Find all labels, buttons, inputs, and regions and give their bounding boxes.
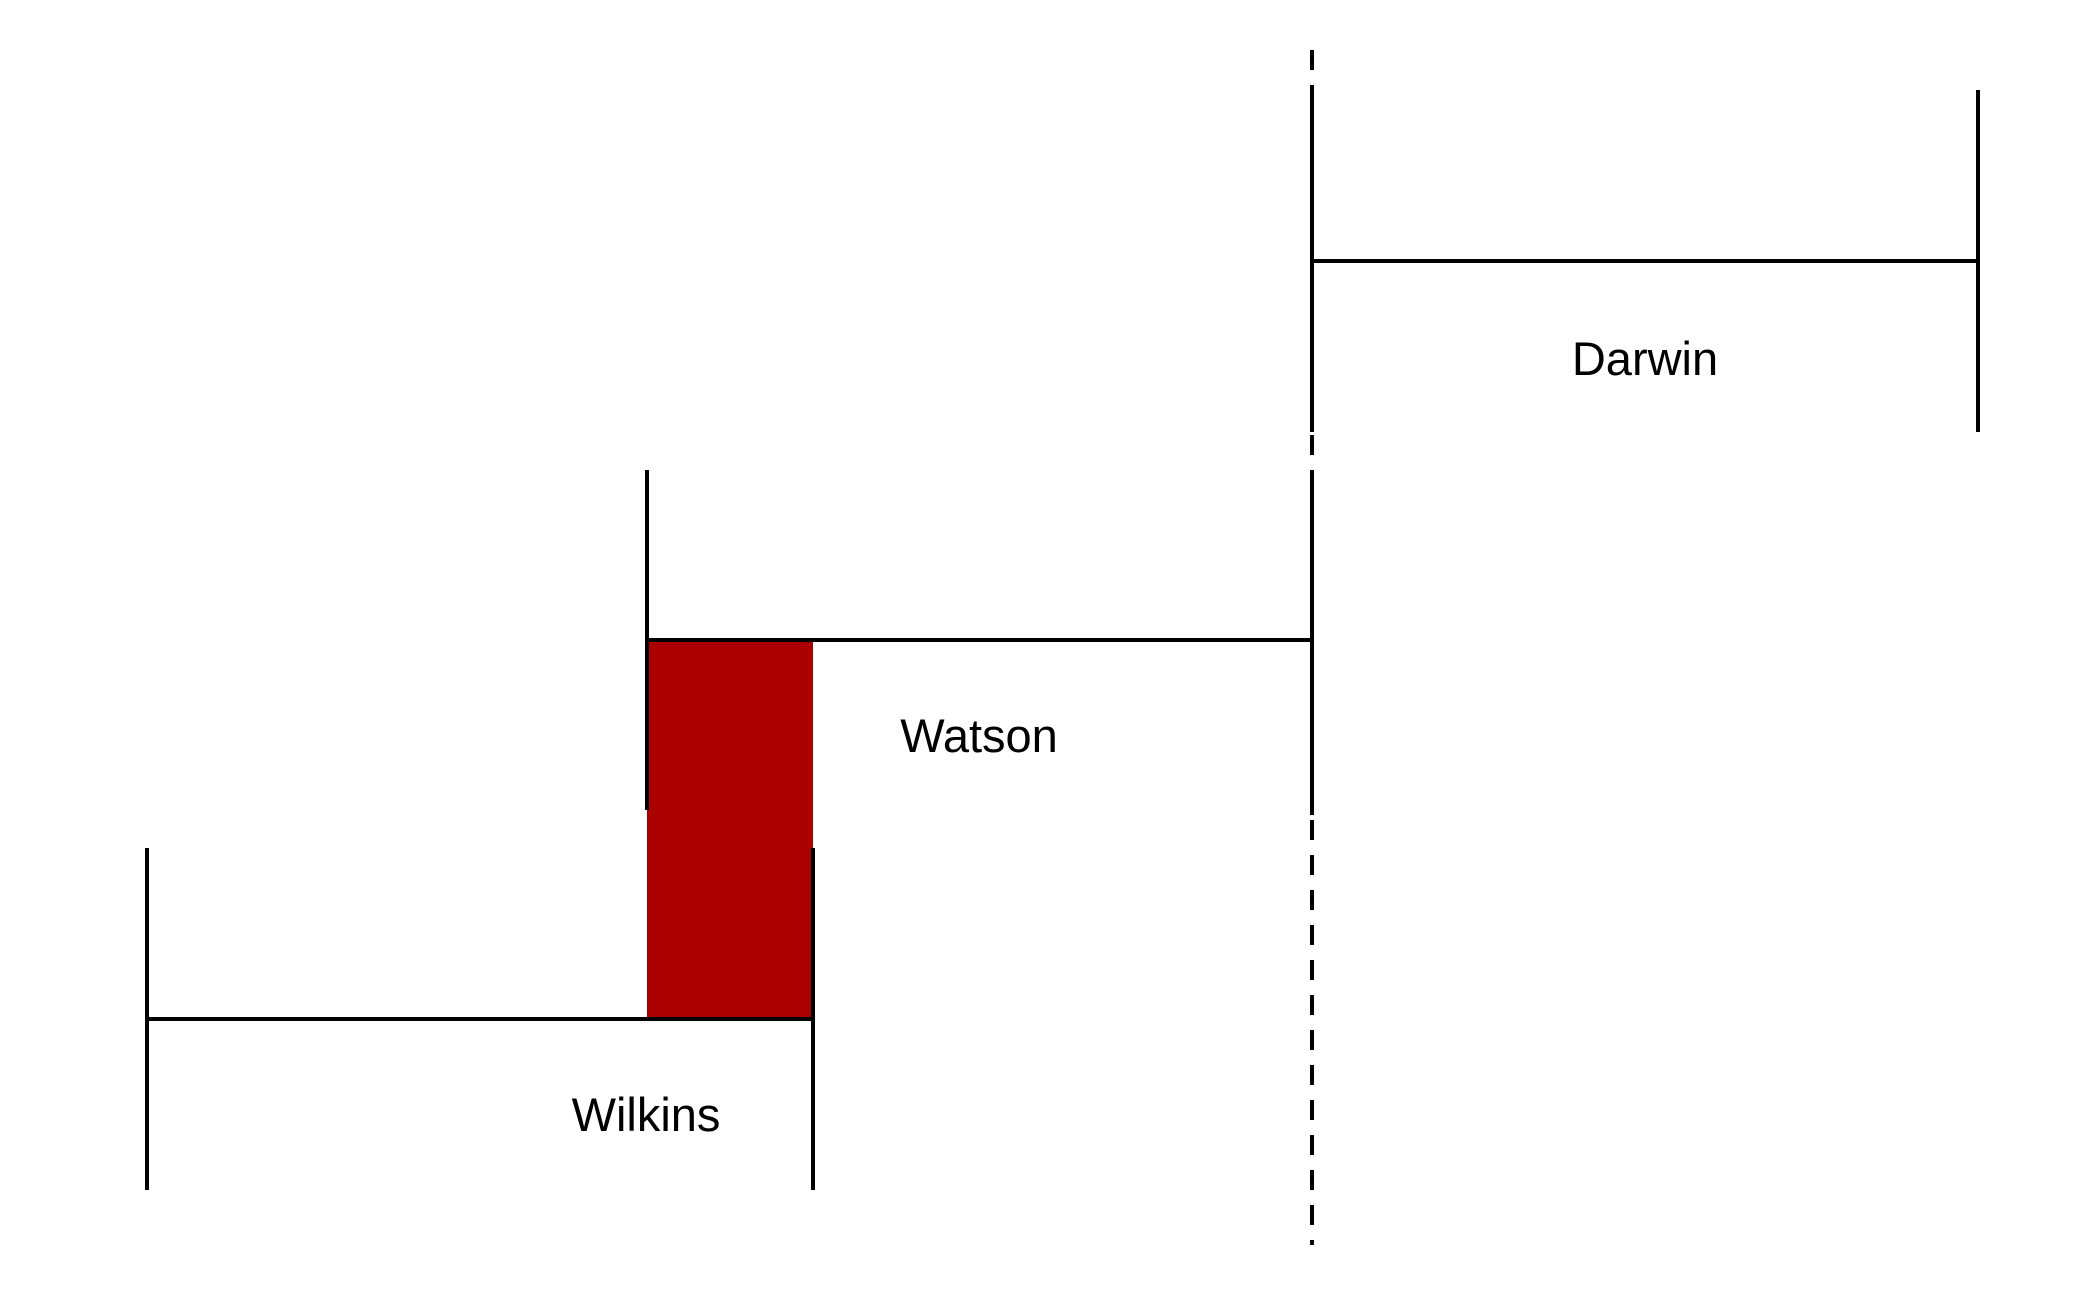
bar-wilkins-label: Wilkins [572,1088,721,1141]
bar-watson: Watson [645,470,1314,815]
bar-wilkins: Wilkins [145,848,815,1190]
overlap-region [647,640,813,1019]
bar-watson-label: Watson [900,709,1058,762]
bar-darwin: Darwin [1310,90,1980,432]
bar-darwin-label: Darwin [1572,332,1718,385]
